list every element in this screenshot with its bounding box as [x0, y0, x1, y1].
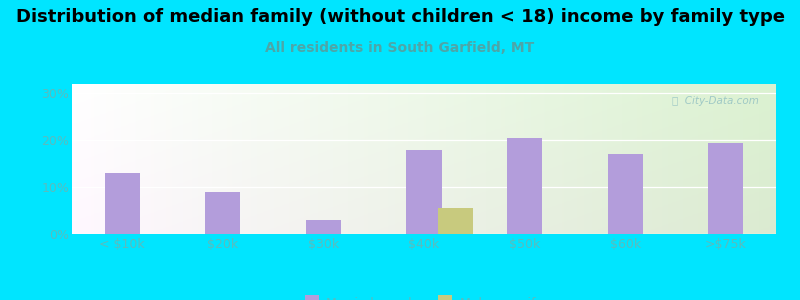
Bar — [438, 208, 474, 234]
Text: All residents in South Garfield, MT: All residents in South Garfield, MT — [266, 40, 534, 55]
Bar — [708, 142, 743, 234]
Bar — [607, 154, 642, 234]
Bar — [507, 138, 542, 234]
Bar — [105, 173, 140, 234]
Text: Distribution of median family (without children < 18) income by family type: Distribution of median family (without c… — [15, 8, 785, 26]
Bar — [306, 220, 341, 234]
Bar — [206, 192, 241, 234]
Text: ⓘ  City-Data.com: ⓘ City-Data.com — [671, 96, 758, 106]
Bar — [406, 150, 442, 234]
Legend: Married couple, Male, no wife: Married couple, Male, no wife — [300, 291, 548, 300]
